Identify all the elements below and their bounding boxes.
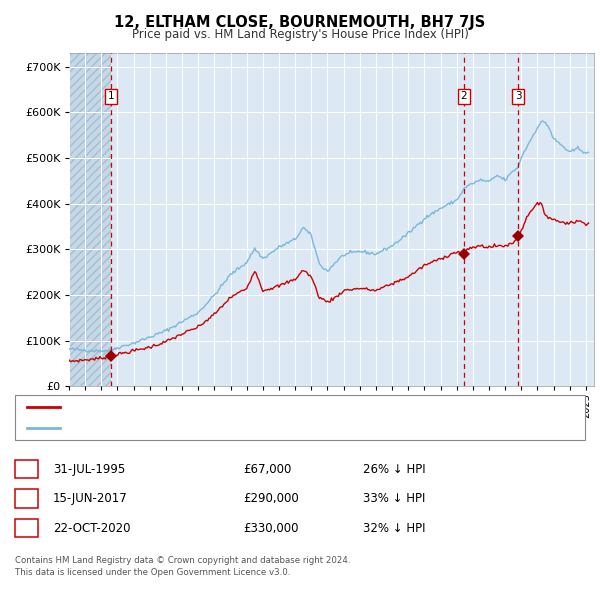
Text: 2: 2: [461, 91, 467, 101]
Text: 32% ↓ HPI: 32% ↓ HPI: [363, 522, 425, 535]
Text: 1: 1: [107, 91, 114, 101]
Text: 31-JUL-1995: 31-JUL-1995: [53, 463, 125, 476]
Text: 1: 1: [23, 463, 30, 476]
Text: 22-OCT-2020: 22-OCT-2020: [53, 522, 130, 535]
Text: 12, ELTHAM CLOSE, BOURNEMOUTH, BH7 7JS (detached house): 12, ELTHAM CLOSE, BOURNEMOUTH, BH7 7JS (…: [66, 402, 396, 412]
Text: £330,000: £330,000: [243, 522, 299, 535]
Text: HPI: Average price, detached house, Bournemouth Christchurch and Poole: HPI: Average price, detached house, Bour…: [66, 422, 454, 432]
Text: £67,000: £67,000: [243, 463, 292, 476]
Text: 15-JUN-2017: 15-JUN-2017: [53, 492, 128, 505]
Text: 3: 3: [515, 91, 521, 101]
Text: 26% ↓ HPI: 26% ↓ HPI: [363, 463, 425, 476]
Text: 12, ELTHAM CLOSE, BOURNEMOUTH, BH7 7JS: 12, ELTHAM CLOSE, BOURNEMOUTH, BH7 7JS: [115, 15, 485, 30]
Text: This data is licensed under the Open Government Licence v3.0.: This data is licensed under the Open Gov…: [15, 568, 290, 577]
Text: 2: 2: [23, 492, 30, 505]
Text: Contains HM Land Registry data © Crown copyright and database right 2024.: Contains HM Land Registry data © Crown c…: [15, 556, 350, 565]
Text: Price paid vs. HM Land Registry's House Price Index (HPI): Price paid vs. HM Land Registry's House …: [131, 28, 469, 41]
Text: 3: 3: [23, 522, 30, 535]
Text: 33% ↓ HPI: 33% ↓ HPI: [363, 492, 425, 505]
Bar: [69, 53, 110, 386]
Text: £290,000: £290,000: [243, 492, 299, 505]
